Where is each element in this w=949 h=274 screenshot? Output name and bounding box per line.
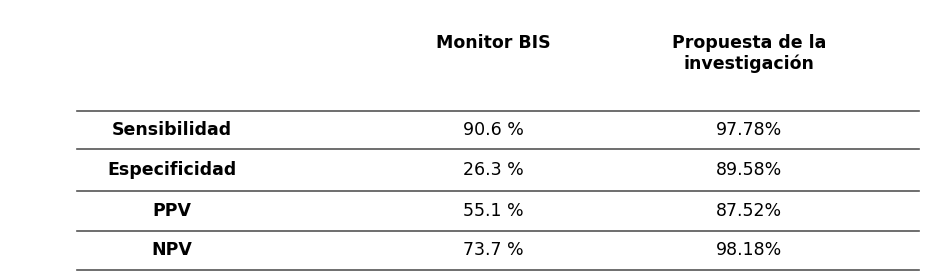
Text: 98.18%: 98.18%: [716, 241, 782, 259]
Text: 55.1 %: 55.1 %: [463, 202, 524, 220]
Text: 73.7 %: 73.7 %: [463, 241, 524, 259]
Text: Propuesta de la
investigación: Propuesta de la investigación: [672, 34, 826, 73]
Text: 87.52%: 87.52%: [716, 202, 782, 220]
Text: Sensibilidad: Sensibilidad: [112, 121, 232, 139]
Text: Monitor BIS: Monitor BIS: [437, 34, 550, 52]
Text: PPV: PPV: [152, 202, 191, 220]
Text: 97.78%: 97.78%: [716, 121, 782, 139]
Text: 89.58%: 89.58%: [716, 161, 782, 179]
Text: 90.6 %: 90.6 %: [463, 121, 524, 139]
Text: 26.3 %: 26.3 %: [463, 161, 524, 179]
Text: Especificidad: Especificidad: [107, 161, 236, 179]
Text: NPV: NPV: [151, 241, 192, 259]
